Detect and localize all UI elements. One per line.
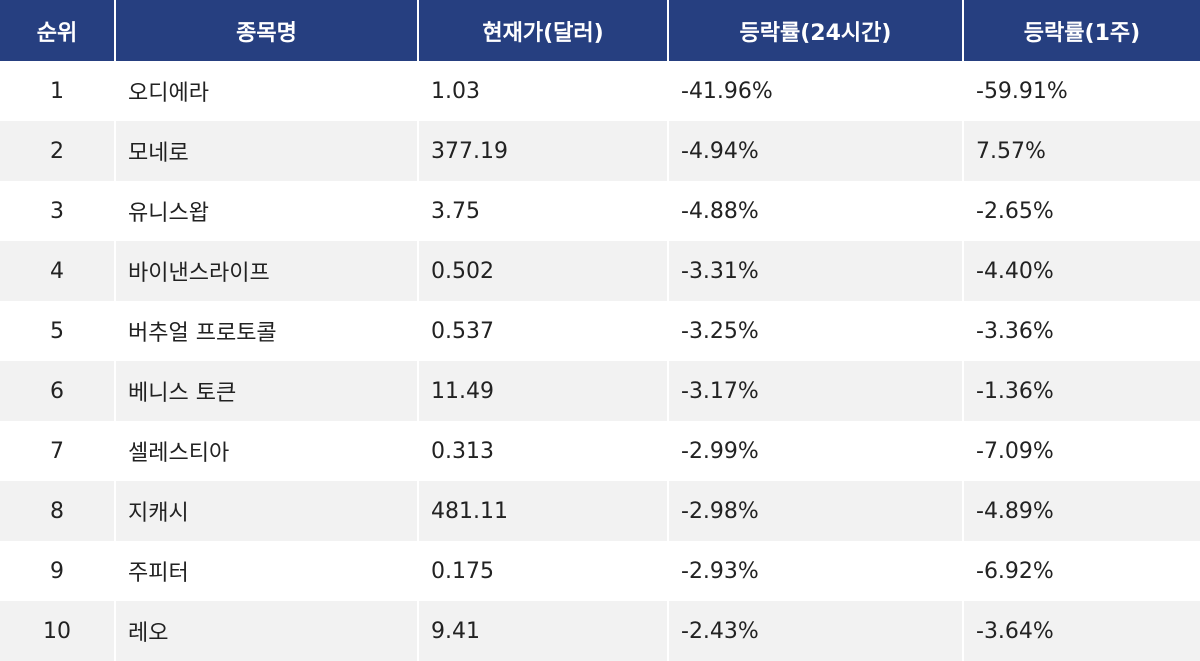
table-cell: 베니스 토큰: [114, 361, 418, 421]
table-cell: 유니스왑: [114, 181, 418, 241]
table-cell: 0.175: [417, 541, 668, 601]
table-cell: -2.65%: [962, 181, 1200, 241]
table-cell: -4.40%: [962, 241, 1200, 301]
table-cell: -2.93%: [667, 541, 963, 601]
table-cell: -3.17%: [667, 361, 963, 421]
table-cell: -59.91%: [962, 61, 1200, 121]
table-cell: -2.43%: [667, 601, 963, 661]
table-cell: -3.64%: [962, 601, 1200, 661]
table-cell: 11.49: [417, 361, 668, 421]
table-cell: 주피터: [114, 541, 418, 601]
table-row: 8 지캐시 481.11 -2.98% -4.89%: [0, 481, 1200, 541]
table-cell: 2: [0, 121, 115, 181]
header-row: 순위 종목명 현재가(달러) 등락률(24시간) 등락률(1주): [0, 0, 1200, 61]
table-cell: 바이낸스라이프: [114, 241, 418, 301]
table-cell: 7.57%: [962, 121, 1200, 181]
table-cell: 7: [0, 421, 115, 481]
header-cell: 종목명: [114, 0, 418, 61]
table-body: 1 오디에라 1.03 -41.96% -59.91% 2 모네로 377.19 -4.94% 7…: [0, 61, 1200, 661]
table-cell: -3.25%: [667, 301, 963, 361]
table-row: 6 베니스 토큰 11.49 -3.17% -1.36%: [0, 361, 1200, 421]
table-cell: 오디에라: [114, 61, 418, 121]
table-cell: 1.03: [417, 61, 668, 121]
table-cell: -3.36%: [962, 301, 1200, 361]
table-cell: 10: [0, 601, 115, 661]
table-row: 3 유니스왑 3.75 -4.88% -2.65%: [0, 181, 1200, 241]
table-cell: 3.75: [417, 181, 668, 241]
table-cell: -3.31%: [667, 241, 963, 301]
table-cell: 3: [0, 181, 115, 241]
table-row: 10 레오 9.41 -2.43% -3.64%: [0, 601, 1200, 661]
table-cell: 레오: [114, 601, 418, 661]
table-cell: 1: [0, 61, 115, 121]
header-cell: 등락률(24시간): [667, 0, 963, 61]
table-cell: 8: [0, 481, 115, 541]
table-cell: -4.88%: [667, 181, 963, 241]
table-cell: -41.96%: [667, 61, 963, 121]
table-cell: 9.41: [417, 601, 668, 661]
table-cell: 0.502: [417, 241, 668, 301]
table-cell: 0.313: [417, 421, 668, 481]
table-cell: -2.99%: [667, 421, 963, 481]
table-cell: -4.89%: [962, 481, 1200, 541]
table-header: 순위 종목명 현재가(달러) 등락률(24시간) 등락률(1주): [0, 0, 1200, 61]
header-cell: 순위: [0, 0, 115, 61]
table-row: 9 주피터 0.175 -2.93% -6.92%: [0, 541, 1200, 601]
table-cell: 377.19: [417, 121, 668, 181]
table-cell: 모네로: [114, 121, 418, 181]
table-row: 7 셀레스티아 0.313 -2.99% -7.09%: [0, 421, 1200, 481]
table-cell: -1.36%: [962, 361, 1200, 421]
table-cell: 0.537: [417, 301, 668, 361]
header-cell: 등락률(1주): [962, 0, 1200, 61]
table-cell: -2.98%: [667, 481, 963, 541]
table-cell: 6: [0, 361, 115, 421]
table-cell: 4: [0, 241, 115, 301]
table-cell: 481.11: [417, 481, 668, 541]
table-cell: -7.09%: [962, 421, 1200, 481]
table-cell: 5: [0, 301, 115, 361]
table-row: 2 모네로 377.19 -4.94% 7.57%: [0, 121, 1200, 181]
table-row: 4 바이낸스라이프 0.502 -3.31% -4.40%: [0, 241, 1200, 301]
table-cell: 지캐시: [114, 481, 418, 541]
table-row: 5 버추얼 프로토콜 0.537 -3.25% -3.36%: [0, 301, 1200, 361]
table-cell: -6.92%: [962, 541, 1200, 601]
table-cell: -4.94%: [667, 121, 963, 181]
table-cell: 9: [0, 541, 115, 601]
header-cell: 현재가(달러): [417, 0, 668, 61]
table-cell: 버추얼 프로토콜: [114, 301, 418, 361]
table-cell: 셀레스티아: [114, 421, 418, 481]
table-row: 1 오디에라 1.03 -41.96% -59.91%: [0, 61, 1200, 121]
